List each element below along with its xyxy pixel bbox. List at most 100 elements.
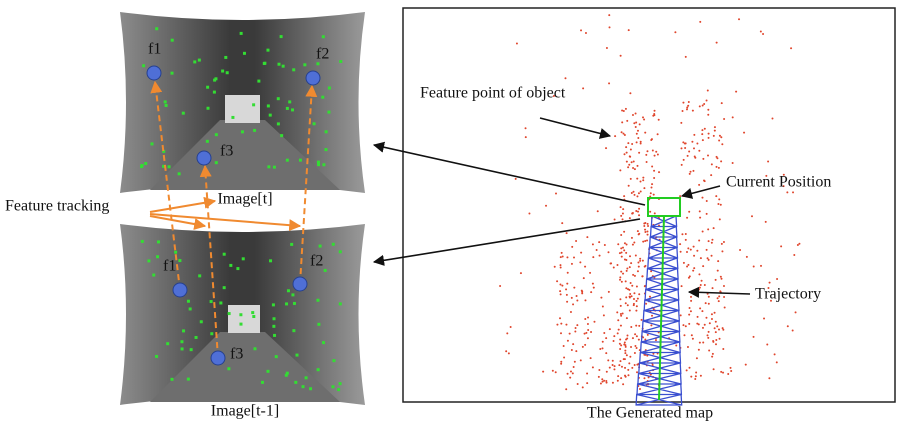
tracked-point bbox=[277, 122, 280, 125]
map-point bbox=[715, 339, 717, 341]
map-point bbox=[712, 353, 714, 355]
feature-label: f3 bbox=[220, 143, 233, 160]
map-point bbox=[693, 246, 695, 248]
map-point bbox=[720, 160, 722, 162]
tracked-point bbox=[226, 71, 229, 74]
map-point bbox=[645, 154, 647, 156]
map-point bbox=[715, 279, 717, 281]
tracked-point bbox=[195, 336, 198, 339]
map-point bbox=[711, 356, 713, 358]
tracked-point bbox=[293, 302, 296, 305]
map-point bbox=[638, 266, 640, 268]
map-point bbox=[776, 361, 778, 363]
tracked-point bbox=[339, 302, 342, 305]
tracked-point bbox=[303, 63, 306, 66]
map-point bbox=[631, 285, 633, 287]
tracked-point bbox=[266, 49, 269, 52]
map-point bbox=[630, 282, 632, 284]
tracked-point bbox=[189, 307, 192, 310]
map-point bbox=[690, 310, 692, 312]
tracked-point bbox=[267, 104, 270, 107]
tracked-point bbox=[339, 60, 342, 63]
map-point bbox=[630, 326, 632, 328]
map-point bbox=[780, 245, 782, 247]
map-point bbox=[707, 89, 709, 91]
map-point bbox=[567, 272, 569, 274]
map-point bbox=[582, 386, 584, 388]
tracked-point bbox=[269, 114, 272, 117]
map-point bbox=[696, 250, 698, 252]
map-point bbox=[636, 347, 638, 349]
tracked-point bbox=[286, 159, 289, 162]
map-point bbox=[644, 265, 646, 267]
map-point bbox=[708, 303, 710, 305]
tracked-point bbox=[309, 387, 312, 390]
tracked-point bbox=[155, 355, 158, 358]
map-point bbox=[702, 265, 704, 267]
map-point bbox=[680, 147, 682, 149]
feature-label: f1 bbox=[163, 258, 176, 275]
map-point bbox=[571, 297, 573, 299]
map-point bbox=[614, 135, 616, 137]
map-point bbox=[628, 289, 630, 291]
map-point bbox=[694, 378, 696, 380]
tracked-point bbox=[275, 355, 278, 358]
map-point bbox=[598, 369, 600, 371]
map-point bbox=[680, 122, 682, 124]
map-point bbox=[717, 260, 719, 262]
map-point bbox=[577, 383, 579, 385]
map-point bbox=[642, 275, 644, 277]
map-point bbox=[628, 362, 630, 364]
map-point bbox=[649, 211, 651, 213]
tracked-point bbox=[147, 259, 150, 262]
map-point bbox=[704, 324, 706, 326]
tracked-point bbox=[302, 385, 305, 388]
map-point bbox=[711, 313, 713, 315]
map-point bbox=[686, 265, 688, 267]
map-point bbox=[654, 110, 656, 112]
map-point bbox=[618, 329, 620, 331]
map-point bbox=[689, 173, 691, 175]
map-point bbox=[572, 343, 574, 345]
map-point bbox=[640, 191, 642, 193]
map-point bbox=[713, 227, 715, 229]
map-point bbox=[633, 122, 635, 124]
map-point bbox=[630, 346, 632, 348]
map-point bbox=[701, 133, 703, 135]
map-caption: The Generated map bbox=[587, 405, 713, 422]
map-point bbox=[621, 366, 623, 368]
map-point bbox=[542, 371, 544, 373]
map-point bbox=[680, 314, 682, 316]
map-point bbox=[698, 273, 700, 275]
tracked-point bbox=[210, 300, 213, 303]
map-point bbox=[637, 298, 639, 300]
tracked-point bbox=[241, 130, 244, 133]
map-point bbox=[638, 233, 640, 235]
map-point bbox=[713, 135, 715, 137]
feature-label: f1 bbox=[148, 41, 161, 58]
tracked-point bbox=[317, 368, 320, 371]
tracked-point bbox=[144, 162, 147, 165]
map-point bbox=[647, 223, 649, 225]
map-point bbox=[616, 264, 618, 266]
map-point bbox=[622, 212, 624, 214]
map-point bbox=[590, 357, 592, 359]
map-point bbox=[622, 218, 624, 220]
map-point bbox=[704, 284, 706, 286]
map-point bbox=[655, 339, 657, 341]
map-point bbox=[569, 377, 571, 379]
map-point bbox=[708, 240, 710, 242]
map-point bbox=[625, 346, 627, 348]
map-point bbox=[632, 114, 634, 116]
tracked-point bbox=[316, 62, 319, 65]
map-point bbox=[787, 325, 789, 327]
map-point bbox=[687, 264, 689, 266]
map-point bbox=[634, 345, 636, 347]
tracked-point bbox=[224, 56, 227, 59]
map-point bbox=[730, 370, 732, 372]
map-point bbox=[580, 359, 582, 361]
map-point bbox=[717, 270, 719, 272]
map-point bbox=[621, 131, 623, 133]
map-point bbox=[621, 281, 623, 283]
map-point bbox=[632, 337, 634, 339]
